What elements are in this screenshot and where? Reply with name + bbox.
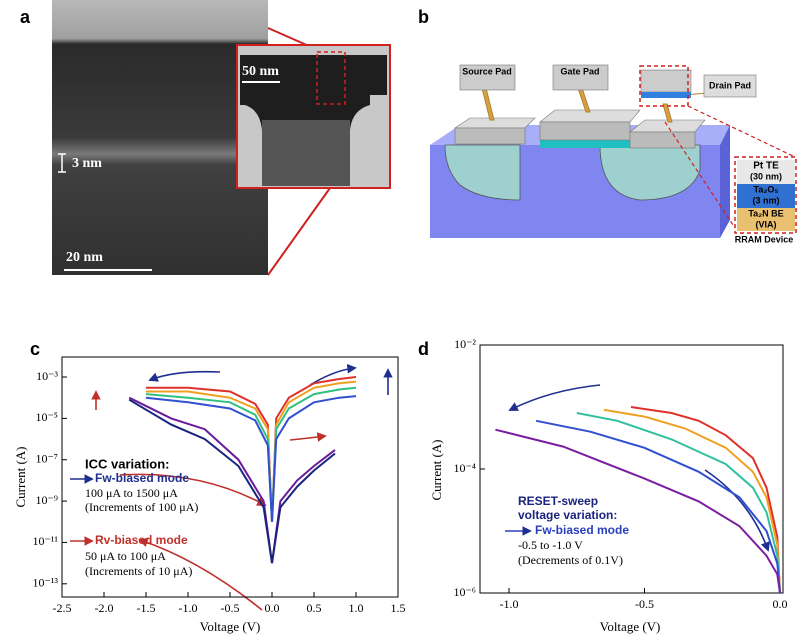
stack-layer	[737, 184, 795, 208]
x-tick-label: -1.0	[179, 601, 198, 615]
stack-label: (30 nm)	[750, 171, 782, 181]
panel-label: b	[418, 7, 429, 27]
stack-label: (3 nm)	[753, 195, 780, 205]
annotation: RESET-sweep	[518, 494, 598, 508]
x-tick-label: -2.5	[53, 601, 72, 615]
arrow	[148, 370, 221, 382]
tem-image	[52, 0, 268, 275]
x-tick-label: 0.0	[265, 601, 280, 615]
rram-layer	[641, 92, 691, 98]
x-axis-title: Voltage (V)	[200, 619, 261, 634]
stack-label: (VIA)	[756, 219, 777, 229]
panel-label: a	[20, 7, 31, 27]
well	[599, 144, 701, 201]
probe	[481, 87, 721, 123]
pad-label: Gate Pad	[560, 66, 599, 76]
annotation: ICC variation:	[85, 456, 170, 471]
panel-label: d	[418, 339, 429, 359]
y-tick-label: 10⁻¹¹	[32, 534, 58, 548]
pad	[552, 64, 609, 91]
y-tick-label: 10⁻¹³	[32, 576, 58, 590]
contact	[629, 131, 696, 149]
annotation: -0.5 to -1.0 V	[518, 538, 583, 552]
series-line	[495, 428, 781, 594]
annotation: (Increments of 100 μA)	[85, 500, 198, 514]
x-tick-label: -1.5	[137, 601, 156, 615]
y-tick-label: 10⁻²	[454, 337, 476, 351]
substrate-side	[720, 125, 730, 238]
series-line	[576, 412, 781, 594]
y-tick-label: 10⁻⁹	[35, 493, 58, 507]
x-tick-label: 1.0	[349, 601, 364, 615]
stack-caption: RRAM Device	[735, 234, 794, 244]
x-tick-label: -1.0	[499, 597, 518, 611]
inset-structure	[262, 120, 350, 186]
stack-layer	[737, 160, 795, 184]
pad	[459, 64, 516, 91]
arrows	[70, 363, 770, 611]
annotation: 100 μA to 1500 μA	[85, 486, 178, 500]
annotation: (Decrements of 0.1V)	[518, 553, 623, 567]
pad	[703, 74, 757, 98]
panel-label: c	[30, 339, 40, 359]
y-tick-label: 10⁻⁴	[453, 461, 476, 475]
x-tick-label: -0.5	[635, 597, 654, 611]
y-tick-label: 10⁻⁵	[35, 410, 58, 424]
scale-bar	[58, 153, 66, 173]
arrow	[704, 469, 770, 552]
x-tick-label: 1.5	[391, 601, 406, 615]
stack-label: Ta₂N BE	[748, 208, 783, 218]
series-line	[630, 406, 781, 594]
y-tick-label: 10⁻⁶	[453, 585, 476, 599]
scale-label: 20 nm	[66, 250, 103, 265]
zoom-box	[316, 51, 346, 105]
y-tick-label: 10⁻³	[36, 369, 58, 383]
series-line	[603, 408, 781, 594]
zoom-line	[664, 105, 796, 229]
x-tick-label: -2.0	[95, 601, 114, 615]
arrow	[508, 384, 601, 411]
pad-label: Drain Pad	[709, 80, 751, 90]
x-tick-label: 0.0	[773, 597, 788, 611]
zoom-line	[267, 187, 331, 276]
y-tick-label: 10⁻⁷	[35, 451, 58, 465]
pad	[640, 69, 692, 93]
y-axis-title: Current (A)	[13, 446, 28, 507]
gate	[539, 121, 631, 141]
arrow	[138, 537, 263, 611]
annotation: Fw-biased mode	[95, 471, 189, 485]
contact	[454, 117, 536, 129]
gate-oxide	[540, 140, 630, 148]
stack-label: Ta₂O₅	[754, 184, 779, 194]
annotation: 50 μA to 100 μA	[85, 549, 166, 563]
pad-label: Source Pad	[462, 66, 512, 76]
stack-label: Pt TE	[753, 161, 779, 172]
series-line	[128, 398, 336, 564]
zoom-box	[639, 65, 689, 107]
well	[444, 144, 521, 201]
arrow	[119, 473, 267, 506]
arrow	[289, 432, 327, 442]
scale-label: 50 nm	[242, 64, 279, 79]
series-line	[535, 419, 781, 594]
contact	[454, 127, 526, 145]
series-line	[145, 395, 357, 522]
x-tick-label: -0.5	[221, 601, 240, 615]
x-axis-title: Voltage (V)	[600, 619, 661, 634]
annotation: Rv-biased mode	[95, 533, 188, 547]
annotation: (Increments of 10 μA)	[85, 564, 192, 578]
scale-label: 3 nm	[72, 156, 102, 171]
y-axis-title: Current (A)	[429, 439, 444, 500]
zoom-box	[734, 156, 797, 234]
stack-layer	[737, 208, 795, 231]
annotation: Fw-biased mode	[535, 523, 629, 537]
x-tick-label: 0.5	[307, 601, 322, 615]
annotation: voltage variation:	[518, 508, 617, 522]
